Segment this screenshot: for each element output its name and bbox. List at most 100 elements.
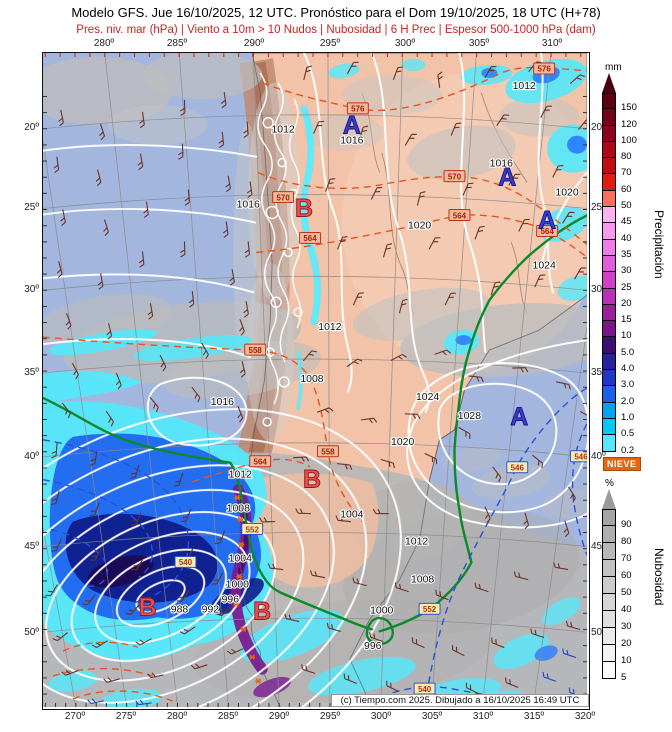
wind-barb-icon bbox=[130, 512, 142, 526]
axis-tick-bottom: 305º bbox=[421, 711, 443, 722]
wind-barb-icon bbox=[398, 298, 408, 314]
legend-cell-value: 150 bbox=[621, 102, 637, 114]
thickness-label-box bbox=[570, 450, 587, 463]
wind-barb-icon bbox=[115, 372, 122, 390]
pressure-value-label: 1008 bbox=[411, 574, 434, 585]
wind-barb-icon bbox=[147, 672, 164, 679]
snow-marker-icon bbox=[238, 541, 245, 548]
thickness-label-value: 546 bbox=[511, 464, 525, 473]
legend-cell: 1.0 bbox=[602, 402, 634, 423]
snow-marker-icon bbox=[249, 654, 256, 661]
low-center-label: B bbox=[295, 194, 313, 222]
wind-barb-icon bbox=[450, 122, 462, 136]
legend-cell: 80 bbox=[602, 526, 632, 547]
snow-marker-icon bbox=[240, 626, 247, 633]
wind-barb-icon bbox=[159, 354, 167, 372]
legend-cell: 10 bbox=[602, 321, 632, 341]
axis-tick-right: 45º bbox=[591, 541, 606, 552]
thickness-label-box bbox=[299, 231, 321, 244]
thickness-label-box bbox=[506, 461, 529, 474]
axis-tick-bottom: 285º bbox=[217, 711, 239, 722]
wind-barb-icon bbox=[239, 319, 245, 336]
snow-marker-icon bbox=[237, 516, 244, 523]
legend-cell-value: 45 bbox=[621, 216, 632, 228]
thickness-label-value: 558 bbox=[321, 448, 335, 457]
thickness-label-value: 564 bbox=[453, 211, 467, 220]
wind-barb-icon bbox=[534, 274, 546, 288]
wind-barb-icon bbox=[404, 413, 421, 420]
wind-barb-icon bbox=[386, 680, 399, 692]
precip-axis-title: Precipitación bbox=[652, 210, 666, 279]
forecast-map-frame: 576 576 570 570 564 564 564 558 558 564 552 552 546 5… bbox=[42, 52, 590, 710]
thickness-label-box bbox=[244, 343, 267, 356]
wind-barb-icon bbox=[394, 582, 409, 593]
wind-barb-icon bbox=[259, 517, 276, 523]
wind-barb-icon bbox=[532, 454, 544, 469]
legend-cell-value: 20 bbox=[621, 638, 632, 649]
pressure-value-label: 1016 bbox=[340, 136, 363, 147]
legend-cell: 10 bbox=[602, 645, 632, 666]
wind-barb-icon bbox=[135, 638, 152, 646]
wind-barb-icon bbox=[435, 589, 449, 601]
thickness-label-value: 546 bbox=[574, 453, 587, 462]
thickness-label-box bbox=[241, 523, 264, 536]
legend-cell-value: 80 bbox=[621, 151, 632, 163]
wind-barb-icon bbox=[568, 486, 576, 503]
wind-barb-icon bbox=[244, 241, 251, 258]
wind-barb-icon bbox=[530, 628, 545, 639]
wind-barb-icon bbox=[139, 111, 145, 129]
wind-barb-icon bbox=[484, 66, 497, 79]
pressure-value-label: 1004 bbox=[229, 553, 252, 564]
wind-barb-icon bbox=[326, 622, 342, 633]
legend-cell-value: 4.0 bbox=[621, 363, 635, 375]
copyright-note: (c) Tiempo.com 2025. Dibujado a 16/10/20… bbox=[331, 694, 589, 707]
pressure-value-label: 1016 bbox=[237, 200, 260, 211]
pressure-value-label: 1008 bbox=[227, 504, 250, 515]
legend-cell-value: 40 bbox=[621, 604, 632, 615]
wind-barb-icon bbox=[147, 303, 154, 320]
wind-barb-icon bbox=[346, 358, 363, 368]
wind-barb-icon bbox=[243, 121, 249, 138]
axis-tick-left: 20º bbox=[24, 122, 39, 133]
thickness-contour-552 bbox=[43, 214, 587, 645]
legend-cell: 30 bbox=[602, 255, 632, 276]
wind-barb-icon bbox=[71, 362, 79, 380]
thickness-label-value: 564 bbox=[254, 458, 268, 467]
thickness-label-box bbox=[418, 602, 441, 615]
wind-barb-icon bbox=[462, 182, 474, 196]
wind-barb-icon bbox=[50, 490, 60, 506]
legend-cell-value: 15 bbox=[621, 314, 632, 326]
wind-barb-icon bbox=[335, 515, 351, 523]
legend-cell: 70 bbox=[602, 543, 632, 564]
wind-barb-icon bbox=[504, 677, 519, 688]
axis-tick-bottom: 270º bbox=[64, 711, 86, 722]
forecast-map: 576 576 570 570 564 564 564 558 558 564 552 552 546 5… bbox=[43, 53, 587, 707]
wind-barb-icon bbox=[316, 407, 334, 414]
wind-barb-icon bbox=[243, 301, 249, 318]
legend-cell: 60 bbox=[602, 560, 632, 581]
thickness-label-box bbox=[272, 191, 295, 204]
legend-cell-value: 25 bbox=[621, 281, 632, 293]
legend-cell-value: 120 bbox=[621, 118, 637, 130]
pressure-value-label: 1012 bbox=[229, 470, 252, 481]
legend-cell: 50 bbox=[602, 577, 632, 598]
wind-barb-icon bbox=[508, 173, 521, 186]
wind-barb-icon bbox=[191, 386, 201, 403]
legend-cell: 40 bbox=[602, 594, 632, 615]
legend-cell-value: 100 bbox=[621, 134, 637, 146]
wind-barb-icon bbox=[346, 61, 359, 75]
snow-marker-icon bbox=[234, 494, 241, 501]
legend-cell-value: 3.0 bbox=[621, 379, 635, 391]
snow-markers bbox=[231, 468, 262, 684]
wind-barb-icon bbox=[301, 664, 316, 674]
wind-barb-icon bbox=[91, 640, 108, 649]
wind-barb-icon bbox=[579, 410, 587, 423]
legend-cell-value: 1.0 bbox=[621, 411, 635, 423]
wind-barb-icon bbox=[424, 452, 438, 465]
wind-barb-icon bbox=[553, 562, 569, 571]
cloud-color-bar: 90 80 70 60 50 40 30 20 10 5 bbox=[602, 509, 632, 683]
wind-barb-icon bbox=[215, 530, 226, 545]
wind-barb-icon bbox=[428, 237, 441, 250]
